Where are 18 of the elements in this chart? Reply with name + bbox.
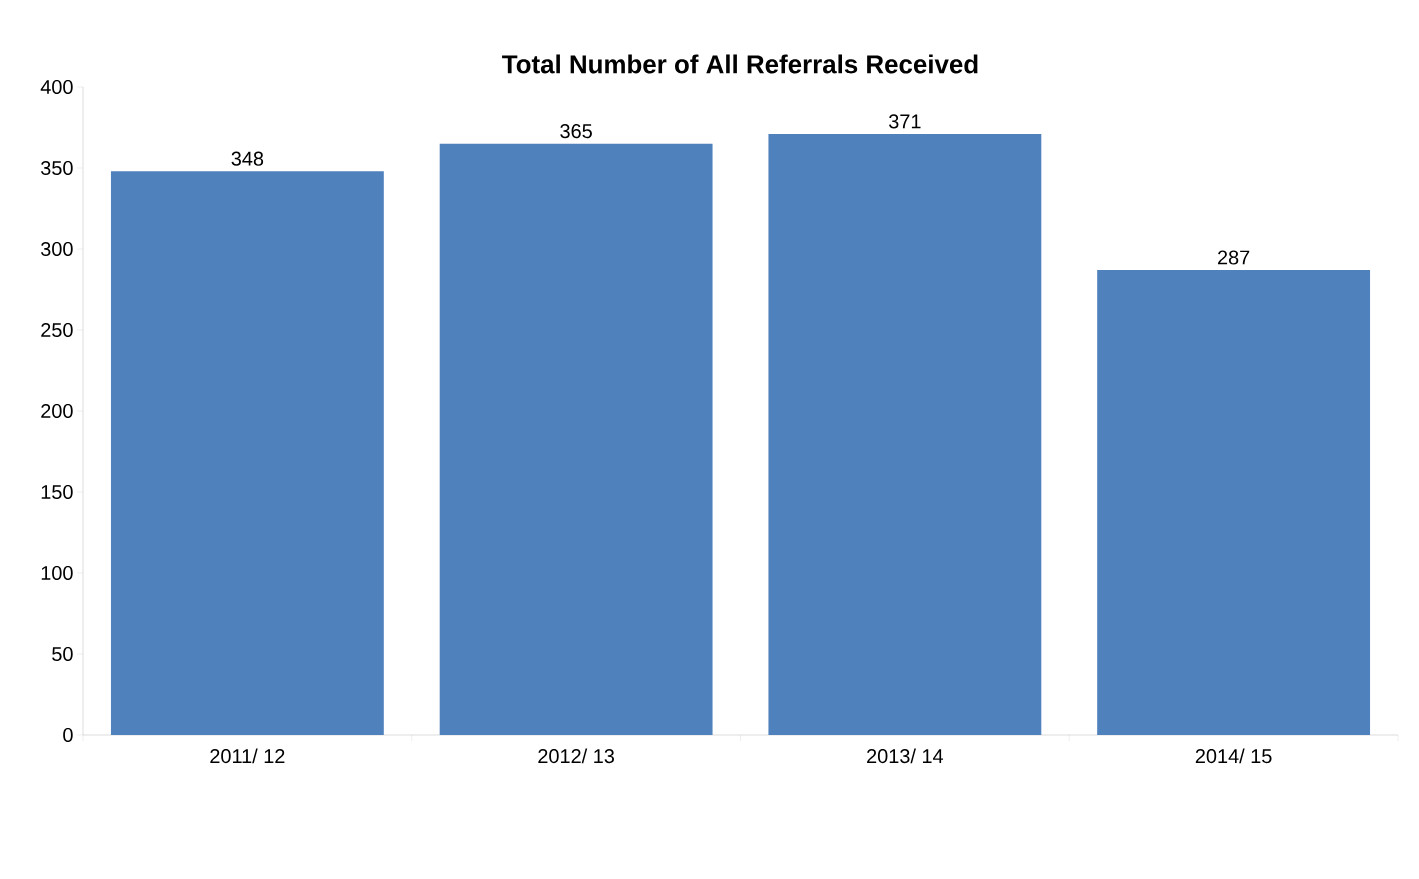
y-tick-label: 0 [63,727,73,743]
y-tick-label: 350 [41,160,73,176]
y-tick-label: 400 [40,79,73,95]
data-label: 287 [1217,250,1250,265]
y-tick-label: 100 [41,565,73,581]
data-label: 371 [889,114,921,129]
y-tick-label: 300 [41,241,73,257]
data-label: 348 [231,151,264,166]
x-tick-label: 2013/ 14 [867,748,944,764]
x-tick-label: 2014/ 15 [1195,748,1272,764]
x-tick-label: 2011/ 12 [210,748,285,764]
chart-title: Total Number of All Referrals Received [502,54,978,74]
data-label: 365 [560,124,592,139]
y-tick-label: 200 [41,403,73,419]
y-tick-label: 50 [52,646,73,662]
y-tick-label: 150 [41,484,73,500]
y-tick-label: 250 [41,322,73,338]
x-tick-label: 2012/ 13 [538,748,614,764]
